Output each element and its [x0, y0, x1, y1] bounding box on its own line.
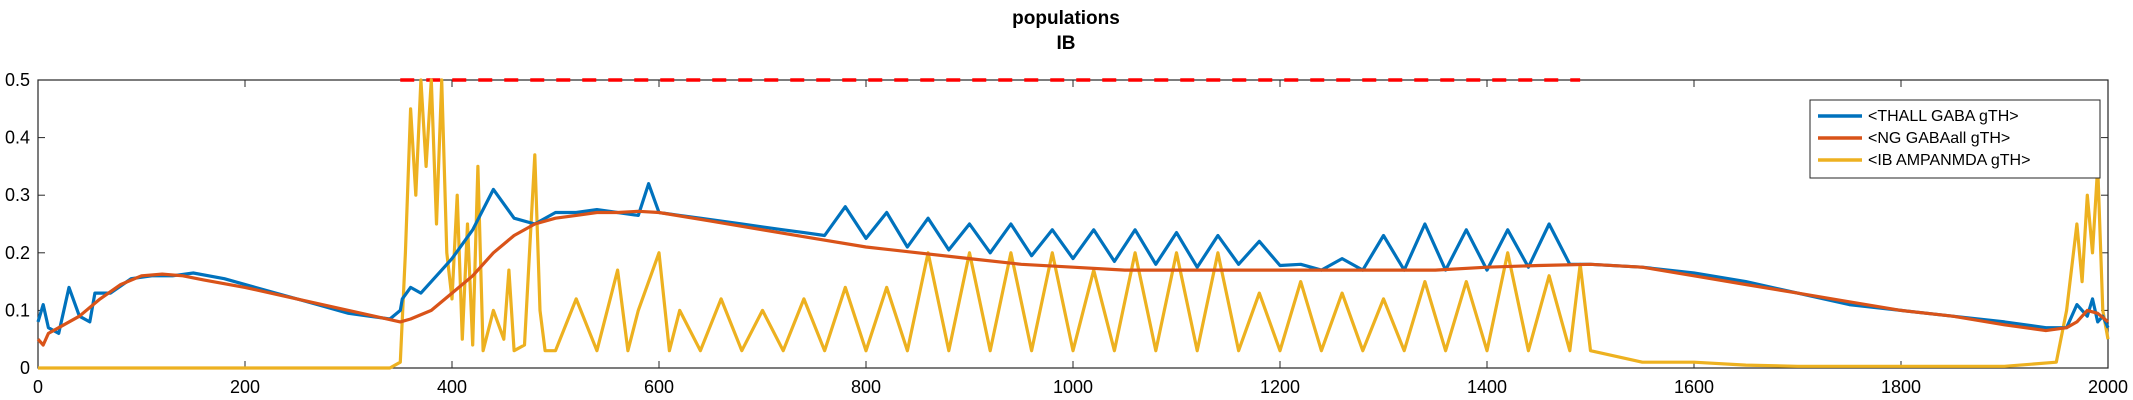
legend-label-0: <THALL GABA gTH> [1868, 108, 2019, 125]
y-tick-label: 0 [20, 358, 30, 378]
y-tick-label: 0.1 [5, 300, 30, 320]
y-tick-label: 0.3 [5, 185, 30, 205]
series-line-2 [38, 78, 2110, 370]
y-tick-label: 0.4 [5, 128, 30, 148]
y-tick-label: 0.5 [5, 70, 30, 90]
x-tick-label: 2000 [2088, 377, 2128, 397]
y-tick-label: 0.2 [5, 243, 30, 263]
x-tick-label: 1600 [1674, 377, 1714, 397]
series-layer [36, 78, 2110, 370]
plot-axes [37, 79, 2109, 369]
x-tick-label: 1200 [1260, 377, 1300, 397]
chart-title-line-2: IB [1057, 33, 1076, 54]
legend-label-2: <IB AMPANMDA gTH> [1868, 152, 2030, 169]
x-tick-label: 0 [33, 377, 43, 397]
x-tick-label: 1400 [1467, 377, 1507, 397]
x-tick-label: 800 [851, 377, 881, 397]
x-tick-label: 1800 [1881, 377, 1921, 397]
chart-title: populations IB [1012, 8, 1120, 54]
x-tick-label: 1000 [1053, 377, 1093, 397]
series-line-1 [36, 209, 2110, 347]
legend: <THALL GABA gTH> <NG GABAall gTH> <IB AMPA… [1809, 99, 2101, 179]
x-tick-label: 600 [644, 377, 674, 397]
x-tick-label: 200 [230, 377, 260, 397]
x-tick-label: 400 [437, 377, 467, 397]
legend-label-1: <NG GABAall gTH> [1868, 130, 2010, 147]
chart-title-line-1: populations [1012, 8, 1120, 29]
plot-frame [37, 79, 2109, 369]
tick-group: 0 200 400 600 800 1000 1200 1400 1600 1800 2000 0 0.… [5, 70, 2128, 397]
